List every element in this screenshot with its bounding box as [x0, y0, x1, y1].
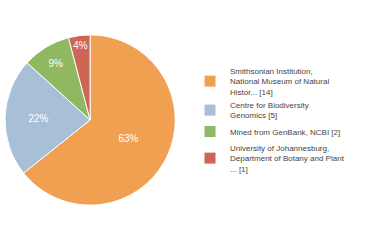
svg-text:63%: 63% [118, 133, 138, 144]
svg-text:University of Johannesburg,Dep: University of Johannesburg,Department of… [230, 144, 345, 174]
svg-text:9%: 9% [48, 58, 63, 69]
svg-text:Smithsonian Institution,Nation: Smithsonian Institution,National Museum … [230, 67, 329, 97]
svg-text:22%: 22% [28, 113, 48, 124]
svg-text:4%: 4% [73, 40, 88, 51]
svg-text:Centre for BiodiversityGenomic: Centre for BiodiversityGenomics [5] [230, 101, 309, 120]
svg-text:Mined from GenBank, NCBI [2]: Mined from GenBank, NCBI [2] [230, 128, 340, 137]
